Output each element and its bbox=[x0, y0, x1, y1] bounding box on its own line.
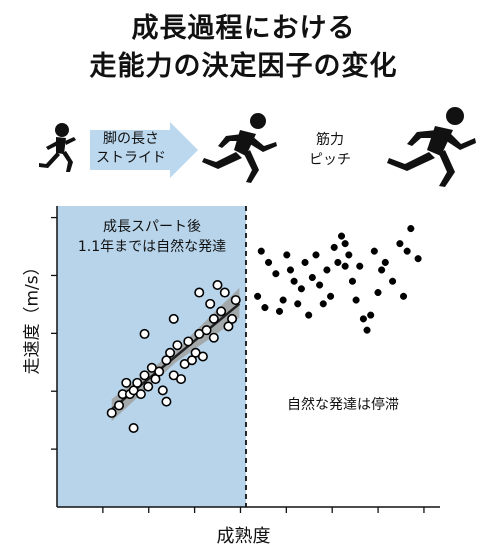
filled-data-point bbox=[330, 243, 338, 251]
filled-data-point bbox=[275, 307, 284, 315]
filled-data-point bbox=[345, 251, 353, 259]
open-data-point bbox=[216, 306, 227, 317]
filled-data-point bbox=[265, 258, 273, 266]
open-data-point bbox=[139, 328, 150, 339]
filled-data-point bbox=[378, 266, 386, 274]
filled-data-point bbox=[261, 304, 269, 312]
open-data-point bbox=[208, 313, 219, 324]
filled-data-point bbox=[297, 285, 305, 293]
filled-data-point bbox=[341, 262, 349, 270]
filled-data-point bbox=[407, 225, 415, 233]
open-data-point bbox=[227, 313, 238, 324]
muscle-label-line1: 筋力 bbox=[316, 132, 344, 148]
filled-data-point bbox=[319, 300, 327, 308]
filled-data-point bbox=[312, 251, 320, 259]
youth-runner-icon bbox=[202, 113, 277, 183]
filled-data-point bbox=[363, 326, 371, 334]
filled-data-point bbox=[337, 232, 346, 240]
filled-data-point bbox=[370, 247, 378, 255]
filled-data-point bbox=[301, 258, 309, 266]
y-axis-label: 走速度（m/s） bbox=[22, 258, 43, 375]
open-data-point bbox=[194, 287, 205, 298]
filled-data-point bbox=[389, 277, 397, 285]
open-data-point bbox=[114, 400, 125, 411]
open-data-point bbox=[201, 325, 212, 336]
filled-data-point bbox=[308, 273, 316, 282]
open-data-point bbox=[161, 396, 172, 407]
open-data-point bbox=[157, 385, 168, 396]
filled-data-point bbox=[348, 277, 357, 285]
open-data-point bbox=[154, 366, 165, 377]
filled-data-point bbox=[367, 311, 375, 319]
page-title-line2: 走能力の決定因子の変化 bbox=[89, 51, 398, 82]
filled-data-point bbox=[283, 251, 291, 259]
page-title-line1: 成長過程における bbox=[131, 13, 356, 44]
filled-data-point bbox=[334, 258, 342, 266]
filled-data-point bbox=[279, 296, 287, 304]
open-data-point bbox=[205, 298, 216, 309]
arrow-right-icon bbox=[90, 122, 198, 178]
filled-data-point bbox=[352, 296, 360, 304]
filled-data-point bbox=[396, 240, 404, 248]
filled-data-point bbox=[316, 281, 324, 289]
open-data-point bbox=[183, 336, 194, 347]
filled-data-point bbox=[399, 292, 408, 300]
pitch-label-line2: ピッチ bbox=[309, 152, 351, 168]
stride-label-line1: 脚の長さ bbox=[103, 131, 159, 147]
filled-data-point bbox=[359, 315, 367, 323]
shaded-label-line2: 1.1年までは自然な発達 bbox=[77, 239, 227, 255]
filled-data-point bbox=[414, 255, 422, 263]
open-data-point bbox=[208, 332, 219, 343]
open-data-point bbox=[165, 347, 176, 358]
stride-label-line2: ストライド bbox=[96, 150, 166, 166]
child-runner-icon bbox=[39, 123, 76, 172]
filled-data-point bbox=[327, 292, 335, 300]
filled-data-point bbox=[403, 247, 411, 255]
shaded-label-line1: 成長スパート後 bbox=[103, 219, 201, 235]
open-data-point bbox=[197, 351, 208, 362]
filled-data-point bbox=[290, 277, 298, 285]
open-data-point bbox=[230, 295, 241, 306]
right-region-label: 自然な発達は停滞 bbox=[287, 397, 399, 413]
open-data-point bbox=[172, 340, 183, 351]
filled-data-point bbox=[257, 247, 265, 255]
filled-data-point bbox=[286, 266, 294, 274]
open-data-point bbox=[143, 381, 154, 392]
filled-data-point bbox=[356, 262, 364, 270]
open-data-point bbox=[219, 287, 230, 298]
open-data-point bbox=[212, 280, 223, 291]
open-data-point bbox=[176, 374, 187, 385]
filled-data-point bbox=[381, 258, 389, 266]
open-data-point bbox=[106, 407, 117, 418]
open-data-point bbox=[132, 377, 143, 388]
filled-data-point bbox=[305, 311, 313, 319]
open-data-point bbox=[128, 422, 139, 433]
open-data-point bbox=[121, 377, 132, 388]
open-data-point bbox=[135, 389, 146, 400]
filled-data-point bbox=[323, 266, 331, 274]
filled-data-point bbox=[341, 240, 349, 248]
filled-data-point bbox=[374, 288, 382, 297]
open-data-point bbox=[168, 313, 179, 324]
open-data-point bbox=[139, 370, 150, 381]
filled-data-point bbox=[294, 300, 302, 308]
adult-runner-icon bbox=[387, 107, 476, 187]
filled-data-point bbox=[272, 270, 280, 278]
shaded-region bbox=[57, 206, 246, 507]
x-axis-label: 成熟度 bbox=[216, 526, 271, 547]
filled-data-point bbox=[254, 292, 262, 300]
